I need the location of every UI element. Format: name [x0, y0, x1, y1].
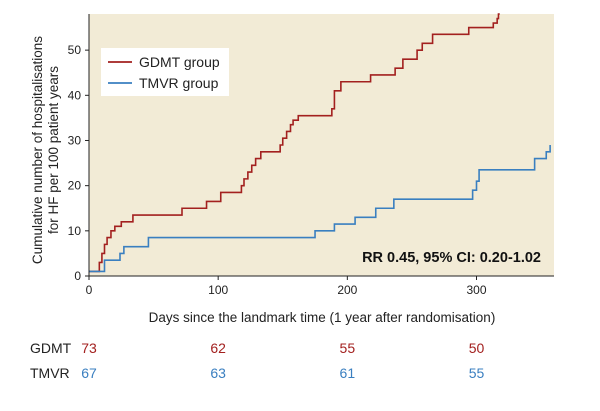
y-tick-label: 30 [68, 133, 82, 147]
x-tick-label: 0 [86, 283, 93, 297]
risk-cell: 55 [339, 340, 356, 356]
y-tick-label: 10 [68, 224, 82, 238]
legend: GDMT group TMVR group [101, 48, 229, 96]
risk-cell: 67 [81, 365, 97, 381]
series-layer [89, 13, 551, 273]
risk-row-tmvr: TMVR 67 63 61 55 [30, 365, 600, 387]
y-tick-label: 40 [68, 88, 82, 102]
y-axis-title: Cumulative number of hospitalisations for… [30, 36, 61, 264]
risk-cell: 62 [210, 340, 226, 356]
x-tick-label: 200 [337, 283, 357, 297]
risk-row-label: TMVR [30, 365, 70, 381]
legend-label: TMVR group [139, 75, 219, 91]
risk-cell: 73 [81, 340, 97, 356]
numbers-at-risk-table: GDMT 73 62 55 50 TMVR 67 63 61 55 [30, 340, 600, 400]
y-tick-label: 0 [74, 269, 81, 283]
y-tick-label: 50 [68, 43, 82, 57]
x-axis-title: Days since the landmark time (1 year aft… [149, 310, 496, 325]
y-axis-title-line: for HF per 100 patient years [46, 66, 61, 234]
y-tick-label: 20 [68, 179, 82, 193]
risk-cell: 61 [339, 365, 356, 381]
legend-box [101, 48, 229, 96]
rr-annotation: RR 0.45, 95% CI: 0.20-1.02 [362, 250, 541, 266]
legend-label: GDMT group [139, 54, 220, 70]
series-line-gdmt [89, 13, 500, 273]
chart: Cumulative number of hospitalisations for… [30, 13, 554, 325]
x-tick-label: 300 [466, 283, 486, 297]
series-line-tmvr [89, 145, 551, 273]
risk-cell: 55 [468, 365, 485, 381]
risk-cell: 50 [468, 340, 485, 356]
risk-row-gdmt: GDMT 73 62 55 50 [30, 340, 600, 362]
risk-row-label: GDMT [30, 340, 72, 356]
risk-cell: 63 [210, 365, 226, 381]
y-axis-title-line: Cumulative number of hospitalisations [30, 36, 45, 264]
axis-layer: 0 10 20 30 40 50 0 100 200 300 [68, 14, 554, 297]
x-tick-label: 100 [208, 283, 228, 297]
